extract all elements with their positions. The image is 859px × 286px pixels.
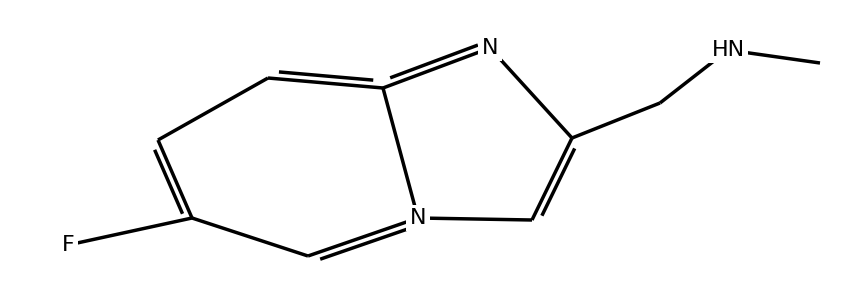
Text: N: N	[410, 208, 426, 228]
Text: HN: HN	[711, 40, 745, 60]
Text: F: F	[62, 235, 75, 255]
Text: N: N	[482, 38, 498, 58]
